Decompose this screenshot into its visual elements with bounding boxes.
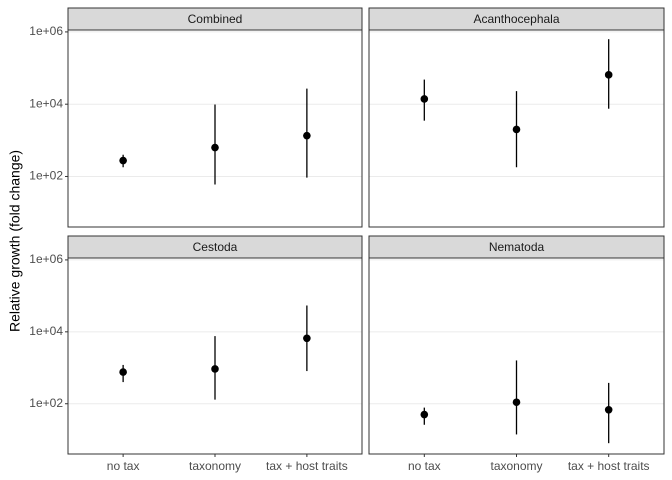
- y-tick-label: 1e+04: [29, 96, 63, 110]
- y-tick-label: 1e+02: [29, 169, 63, 183]
- x-tick-label: taxonomy: [490, 459, 542, 473]
- point: [420, 95, 429, 103]
- point: [604, 71, 613, 79]
- point: [604, 405, 613, 414]
- x-tick-label: tax + host traits: [266, 459, 348, 473]
- point: [420, 410, 429, 419]
- point: [211, 143, 219, 152]
- strip: [67, 7, 363, 31]
- x-tick-label: no tax: [408, 459, 441, 473]
- y-axis-label: Relative growth (fold change): [7, 150, 23, 332]
- point: [512, 125, 521, 134]
- strip: [368, 7, 665, 31]
- x-tick-label: tax + host traits: [568, 459, 650, 473]
- point: [303, 131, 311, 140]
- point: [303, 334, 311, 343]
- x-tick-label: taxonomy: [189, 459, 241, 473]
- point: [512, 398, 521, 407]
- y-tick-label: 1e+02: [29, 396, 63, 410]
- strip-label: Combined: [188, 12, 243, 26]
- y-tick-label: 1e+06: [29, 252, 63, 266]
- strip: [368, 235, 665, 259]
- point: [211, 365, 219, 373]
- strip-label: Acanthocephala: [473, 12, 559, 26]
- strip: [67, 235, 363, 259]
- x-tick-label: no tax: [107, 459, 140, 473]
- strip-label: Nematoda: [489, 240, 545, 254]
- point: [119, 368, 127, 376]
- y-tick-label: 1e+04: [29, 324, 63, 338]
- strip-label: Cestoda: [193, 240, 238, 254]
- point: [119, 156, 127, 165]
- y-tick-label: 1e+06: [29, 24, 63, 38]
